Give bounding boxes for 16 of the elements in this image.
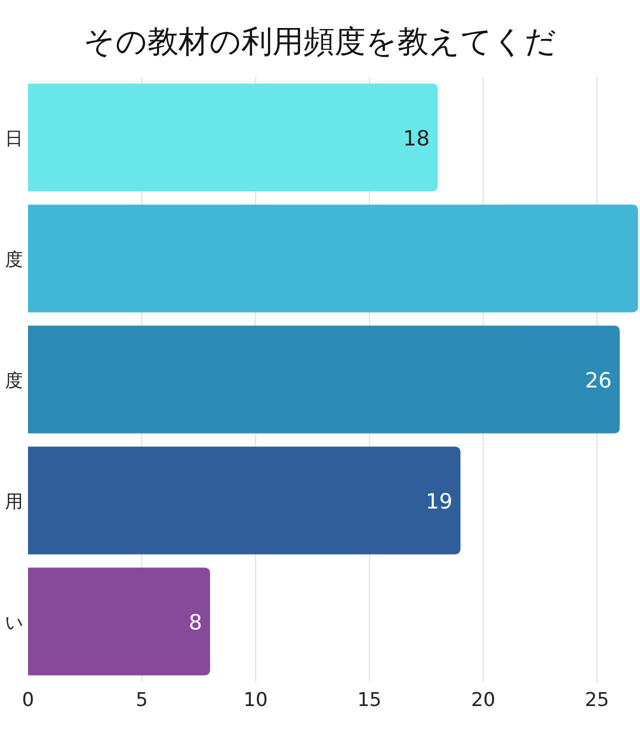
y-tick-label: 度 [5,370,23,392]
y-tick-label: 度 [5,250,23,270]
chart-title: その教材の利用頻度を教えてくだ [84,24,556,60]
x-tick-label: 5 [136,689,148,711]
data-label: 8 [188,610,202,634]
x-tick-label: 25 [584,689,610,711]
x-tick-label: 10 [244,689,268,711]
x-tick-label: 0 [22,689,34,711]
x-tick-label: 15 [357,689,382,711]
data-label: 18 [402,126,430,150]
data-label: 26 [585,368,612,392]
data-label: 19 [426,490,452,514]
y-tick-label: い [5,612,23,634]
x-tick-label: 20 [471,689,496,711]
y-tick-label: 用 [5,492,23,512]
y-tick-label: 日 [5,128,23,150]
